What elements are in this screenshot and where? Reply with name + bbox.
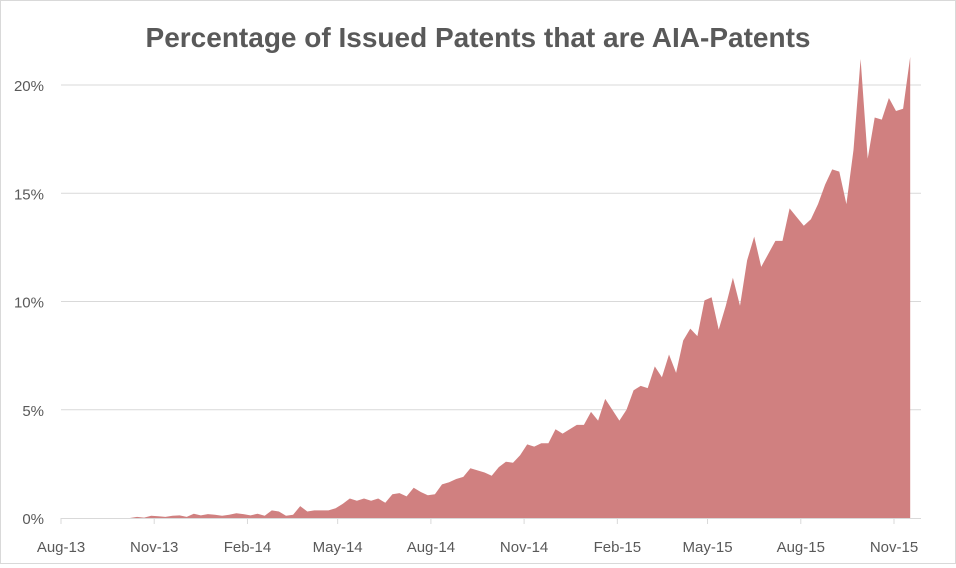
area-series [66, 57, 910, 518]
chart-frame: Percentage of Issued Patents that are AI… [0, 0, 956, 564]
y-tick-label: 10% [14, 295, 44, 312]
x-tick-label: May-14 [313, 539, 363, 556]
x-tick-label: Nov-14 [500, 539, 548, 556]
x-tick-label: Feb-15 [594, 539, 642, 556]
x-axis: Aug-13 Nov-13 Feb-14 May-14 Aug-14 Nov-14 Feb-… [37, 518, 921, 556]
x-tick-label: Nov-13 [130, 539, 178, 556]
x-tick-label: May-15 [683, 539, 733, 556]
x-tick-label: Aug-13 [37, 539, 85, 556]
x-tick-label: Aug-15 [777, 539, 825, 556]
x-tick-label: Nov-15 [870, 539, 918, 556]
x-tick-label: Feb-14 [224, 539, 272, 556]
y-tick-label: 20% [14, 78, 44, 95]
x-tick-label: Aug-14 [407, 539, 455, 556]
chart: Percentage of Issued Patents that are AI… [1, 1, 955, 563]
y-tick-label: 5% [22, 403, 44, 420]
y-tick-label: 0% [22, 511, 44, 528]
y-tick-label: 15% [14, 186, 44, 203]
chart-title: Percentage of Issued Patents that are AI… [146, 22, 811, 53]
y-axis: 0% 5% 10% 15% 20% [14, 78, 44, 528]
